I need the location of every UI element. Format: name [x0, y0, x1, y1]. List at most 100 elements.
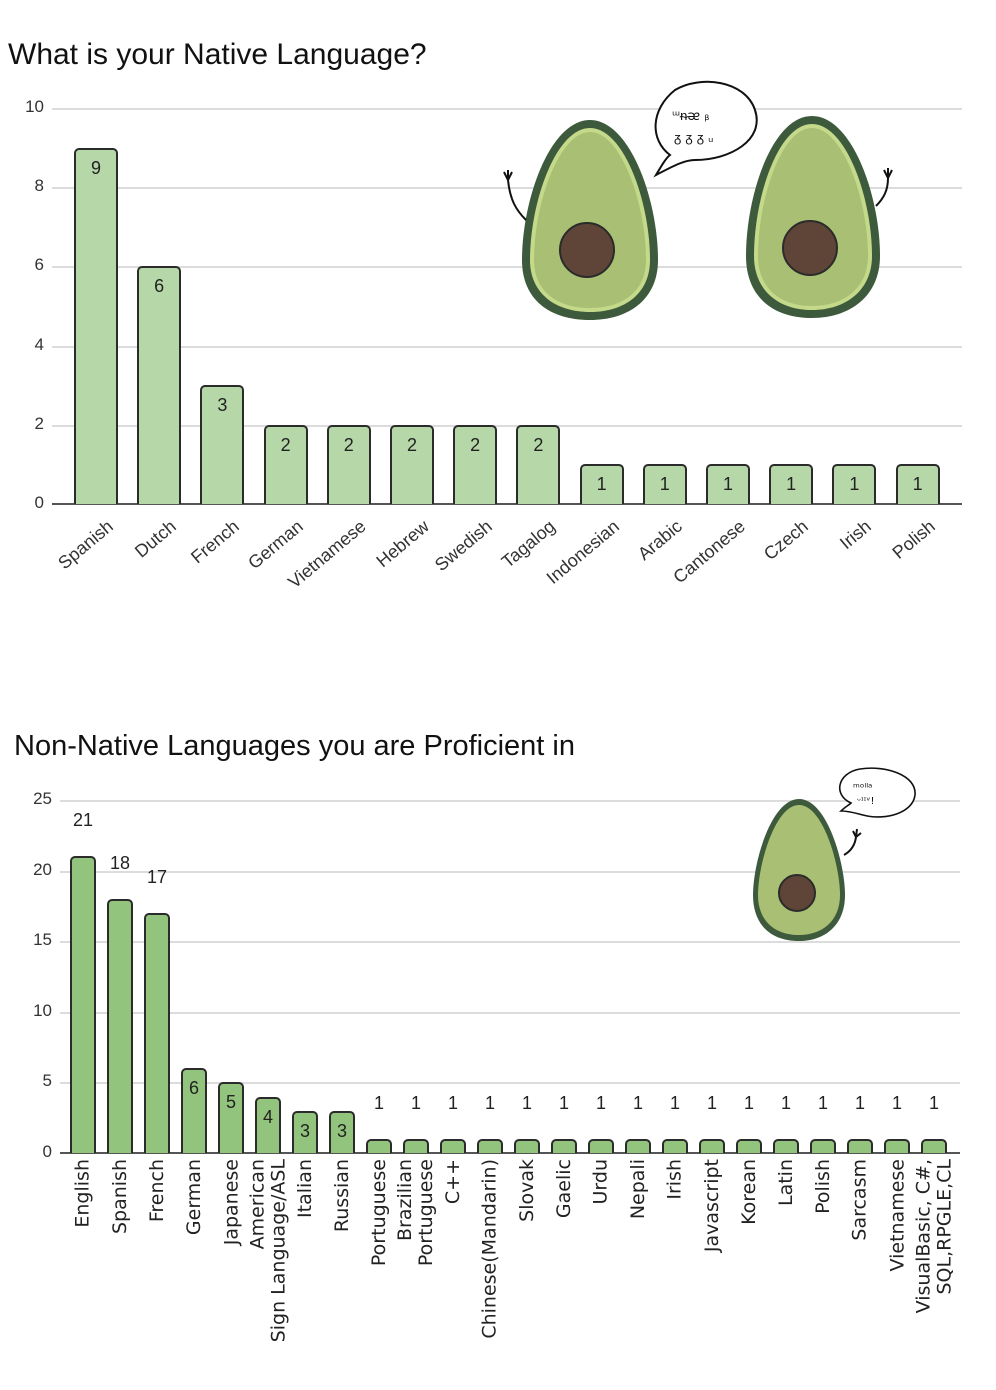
bar-tagalog[interactable] — [516, 424, 561, 504]
bar-value-label: 3 — [336, 1120, 347, 1141]
y-tick-label: 25 — [33, 789, 52, 808]
bar-slovak[interactable] — [514, 1138, 540, 1153]
bar-arabic[interactable] — [642, 464, 687, 504]
bar-value-label: 18 — [109, 852, 131, 873]
x-axis-baseline — [60, 1152, 960, 1154]
bar-cantonese[interactable] — [706, 464, 750, 504]
x-tick-label: German — [182, 1159, 205, 1236]
bar-visualbasic-c-sql-rpgle-cl[interactable] — [921, 1138, 947, 1153]
chart2-title: Non-Native Languages you are Proficient … — [14, 730, 575, 762]
bar-hebrew[interactable] — [390, 424, 434, 504]
gridline — [52, 108, 962, 110]
bar-value-label: 1 — [595, 1092, 606, 1113]
bar-russian[interactable] — [329, 1110, 355, 1153]
x-tick-label: Portuguese — [367, 1159, 390, 1267]
bar-sarcasm[interactable] — [847, 1138, 873, 1153]
y-tick-label: 5 — [42, 1071, 52, 1091]
x-tick-label: Gaelic — [552, 1159, 575, 1219]
bar-value-label: 3 — [217, 395, 228, 416]
chart2-plot-area: 21 18 17 6 5 4 3 3 1 1 1 1 1 1 1 1 1 1 1 1 1 1 1 1 — [60, 800, 960, 1154]
x-tick-label: Irish — [663, 1159, 686, 1200]
svg-text:ᵐᵒˡˡᵃ: ᵐᵒˡˡᵃ — [853, 781, 872, 794]
bar-value-label: 1 — [928, 1092, 939, 1113]
bar-irish[interactable] — [832, 464, 877, 504]
bar-value-label: 6 — [154, 276, 165, 297]
bar-value-label: 2 — [406, 434, 417, 455]
bar-american-sign-language-asl[interactable] — [255, 1096, 281, 1153]
bar-polish[interactable] — [895, 464, 940, 504]
bar-indonesian[interactable] — [579, 464, 624, 504]
bar-english[interactable] — [70, 856, 96, 1153]
x-axis-baseline — [52, 503, 962, 505]
y-tick-label: 0 — [34, 493, 44, 512]
bar-value-label: 1 — [659, 474, 670, 495]
bar-chinese-mandarin-[interactable] — [477, 1138, 503, 1153]
avocado-icon — [753, 799, 862, 941]
y-tick-label: 0 — [42, 1142, 52, 1161]
bar-nepali[interactable] — [625, 1138, 651, 1153]
bar-c-[interactable] — [440, 1138, 466, 1153]
bar-spanish[interactable] — [107, 898, 133, 1153]
y-tick-label: 10 — [25, 97, 44, 116]
bar-spanish[interactable] — [74, 147, 118, 504]
x-tick-label: Javascript — [700, 1159, 723, 1253]
gridline — [60, 1082, 960, 1085]
bar-value-label: 2 — [470, 434, 481, 455]
gridline — [60, 870, 960, 873]
chart1-avocado-illustration: ᵚᵰᴂ ᵦ ᵹ ᵹ ᵹ ᵤ — [503, 80, 893, 320]
svg-text:ᵹ ᵹ ᵹ ᵤ: ᵹ ᵹ ᵹ ᵤ — [674, 131, 713, 146]
bar-czech[interactable] — [769, 464, 814, 504]
bar-irish[interactable] — [662, 1138, 688, 1153]
chart1-title: What is your Native Language? — [8, 38, 427, 71]
bar-value-label: 5 — [225, 1092, 236, 1113]
x-tick-label: Italian — [293, 1159, 316, 1218]
bar-japanese[interactable] — [218, 1082, 244, 1153]
x-tick-label: Vietnamese — [885, 1159, 908, 1272]
bar-german[interactable] — [263, 424, 308, 504]
x-tick-label: Brazilian Portuguese — [394, 1159, 438, 1267]
x-tick-label: Slovak — [515, 1159, 538, 1222]
bar-latin[interactable] — [773, 1138, 799, 1153]
bar-value-label: 1 — [891, 1092, 902, 1113]
bar-value-label: 2 — [533, 434, 544, 455]
bar-italian[interactable] — [292, 1110, 318, 1153]
bar-vietnamese[interactable] — [884, 1138, 910, 1153]
bar-french[interactable] — [144, 912, 170, 1153]
bar-french[interactable] — [200, 385, 245, 504]
bar-portuguese[interactable] — [366, 1138, 392, 1153]
chart1-plot-area: 9 6 3 2 2 2 2 2 1 1 1 1 1 1 — [52, 108, 962, 505]
bar-gaelic[interactable] — [551, 1138, 577, 1153]
speech-bubble-icon: ᵚᵰᴂ ᵦ ᵹ ᵹ ᵹ ᵤ — [653, 80, 758, 178]
x-tick-label: Russian — [330, 1159, 353, 1233]
bar-swedish[interactable] — [453, 424, 498, 504]
x-tick-label: Chinese(Mandarin) — [478, 1159, 501, 1339]
bar-polish[interactable] — [810, 1138, 836, 1153]
gridline — [52, 266, 962, 269]
bar-value-label: 1 — [743, 1092, 754, 1113]
y-tick-label: 15 — [33, 930, 52, 950]
x-tick-label: Arabic — [633, 516, 686, 565]
bar-value-label: 1 — [410, 1092, 421, 1113]
x-tick-label: Czech — [760, 516, 813, 565]
bar-korean[interactable] — [736, 1138, 762, 1153]
bar-value-label: 1 — [558, 1092, 569, 1113]
bar-value-label: 1 — [484, 1092, 495, 1113]
bar-value-label: 2 — [280, 434, 291, 455]
bar-urdu[interactable] — [588, 1138, 614, 1153]
y-tick-label: 6 — [34, 255, 44, 275]
bar-brazilian-portuguese[interactable] — [403, 1138, 429, 1153]
bar-javascript[interactable] — [699, 1138, 725, 1153]
bar-value-label: 1 — [849, 474, 860, 495]
bar-value-label: 1 — [817, 1092, 828, 1113]
bar-vietnamese[interactable] — [326, 424, 371, 504]
bar-value-label: 1 — [912, 474, 923, 495]
bar-german[interactable] — [181, 1068, 207, 1153]
bar-value-label: 1 — [373, 1092, 384, 1113]
x-tick-label: Irish — [836, 516, 876, 554]
y-tick-label: 10 — [33, 1000, 52, 1020]
bar-dutch[interactable] — [137, 266, 182, 504]
gridline — [52, 345, 962, 348]
avocado-icon — [746, 116, 893, 318]
x-tick-label: VisualBasic, C#, SQL,RPGLE,CL — [912, 1159, 956, 1314]
gridline — [52, 424, 962, 427]
